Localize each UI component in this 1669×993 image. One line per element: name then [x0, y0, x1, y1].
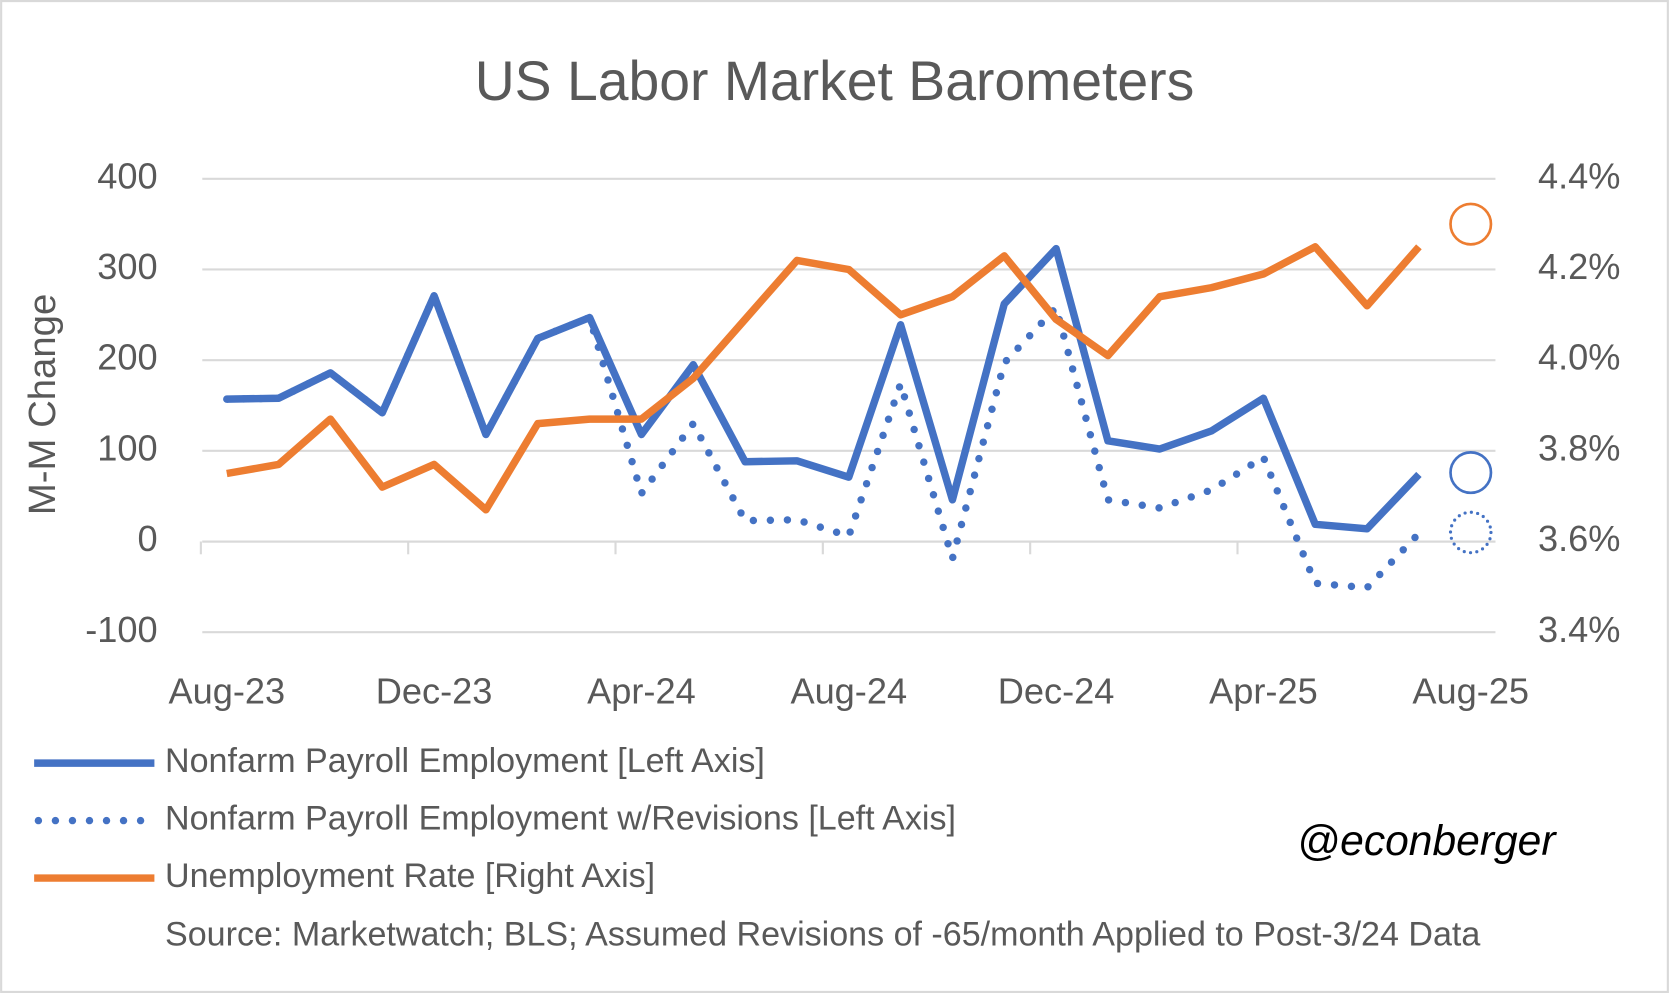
projection-marker [1448, 510, 1493, 555]
x-tick-label: Apr-25 [1209, 670, 1318, 711]
y2-tick-label: 4.4% [1538, 155, 1620, 196]
series-line [223, 292, 1423, 592]
y2-tick-label: 3.8% [1538, 427, 1620, 468]
series-line [226, 244, 1422, 533]
y-tick-label: 200 [97, 337, 157, 378]
y-tick-label: 400 [97, 155, 157, 196]
projection-marker [1449, 202, 1493, 246]
y2-tick-label: 4.0% [1538, 337, 1620, 378]
chart-title: US Labor Market Barometers [475, 50, 1195, 112]
x-tick-label: Aug-25 [1412, 670, 1529, 711]
y-tick-label: 100 [97, 427, 157, 468]
y-tick-label: 0 [137, 518, 157, 559]
projection-marker [1449, 451, 1493, 495]
handle: @econberger [1297, 817, 1557, 865]
x-tick-label: Dec-24 [998, 670, 1115, 711]
legend-label: Nonfarm Payroll Employment w/Revisions [… [165, 800, 956, 838]
x-tick-label: Aug-24 [790, 670, 907, 711]
source-note: Source: Marketwatch; BLS; Assumed Revisi… [165, 916, 1480, 954]
legend-label: Unemployment Rate [Right Axis] [165, 857, 655, 895]
x-tick-label: Apr-24 [587, 670, 696, 711]
x-tick-label: Aug-23 [168, 670, 285, 711]
legend-label: Nonfarm Payroll Employment [Left Axis] [165, 742, 765, 780]
y-tick-label: -100 [85, 609, 157, 650]
y-tick-label: 300 [97, 246, 157, 287]
x-tick-label: Dec-23 [376, 670, 493, 711]
series-line [226, 243, 1422, 514]
y2-tick-label: 4.2% [1538, 246, 1620, 287]
y-axis-label: M-M Change [21, 294, 64, 515]
y2-tick-label: 3.4% [1538, 609, 1620, 650]
y2-tick-label: 3.6% [1538, 518, 1620, 559]
